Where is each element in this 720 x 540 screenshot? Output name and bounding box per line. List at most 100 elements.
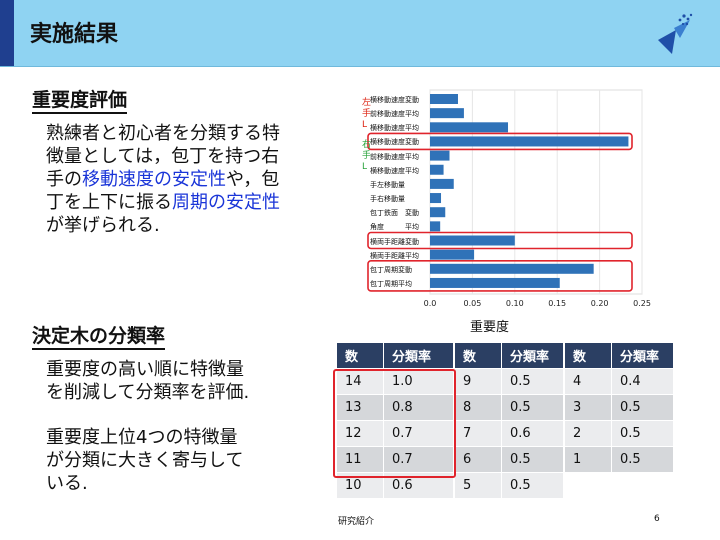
importance-bar xyxy=(430,108,464,119)
feature-count-cell: 8 xyxy=(454,394,502,421)
classification-rate-cell: 0.5 xyxy=(501,472,564,499)
rate-table-2: 数分類率 9 0.5 8 0.5 7 0.6 6 0.5 5 0.5 xyxy=(454,342,564,499)
header-accent-bar xyxy=(0,0,14,66)
tree-p2-line: が分類に大きく寄与して xyxy=(46,450,244,471)
x-tick-label: 0.10 xyxy=(505,299,524,308)
feature-count-cell: 9 xyxy=(454,368,502,395)
group-marker-char: 手 xyxy=(362,109,372,119)
importance-paragraph: 熟練者と初心者を分類する特徴量としては，包丁を持つ右手の移動速度の安定性や，包丁… xyxy=(46,122,296,237)
classification-rate-cell: 0.5 xyxy=(611,420,674,447)
table-row: 1 0.5 xyxy=(564,446,674,473)
count-header: 数 xyxy=(336,342,384,369)
chart-svg xyxy=(367,89,643,295)
table-row: 7 0.6 xyxy=(454,420,564,447)
group-marker-char: 左 xyxy=(362,98,372,108)
classification-rate-cell: 0.6 xyxy=(501,420,564,447)
bar-category-label: 包丁周期変動 xyxy=(370,265,412,274)
bar-category-label: 前移動速度平均 xyxy=(370,152,419,161)
feature-count-cell: 5 xyxy=(454,472,502,499)
x-tick-label: 0.0 xyxy=(423,299,437,308)
tree-title: 決定木の分類率 xyxy=(32,326,166,350)
highlighted-phrase: の安定性 xyxy=(208,192,280,213)
bar-category-label: 横移動速度変動 xyxy=(370,138,419,147)
classification-rate-cell: 0.4 xyxy=(611,368,674,395)
classification-rate-cell: 0.5 xyxy=(501,368,564,395)
feature-importance-chart: 横移動速度変動 前移動速度平均 横移動速度平均 横移動速度変動 前移動速度平均 横移動速度… xyxy=(360,82,660,317)
plot-area xyxy=(429,89,643,295)
tree-p2-line: 重要度上位4つの特徴量 xyxy=(46,427,238,448)
table-row: 4 0.4 xyxy=(564,368,674,395)
count-header: 数 xyxy=(564,342,612,369)
feature-count-cell: 13 xyxy=(336,394,384,421)
importance-bar xyxy=(430,136,629,147)
classification-rate-cell: 0.5 xyxy=(611,446,674,473)
feature-count-cell: 3 xyxy=(564,394,612,421)
table-row: 14 1.0 xyxy=(336,368,454,395)
paragraph-text: や，包丁を上下に振る xyxy=(46,169,280,213)
paragraph-text: つ右手の xyxy=(46,146,280,190)
classification-rate-cell: 0.7 xyxy=(383,446,454,473)
x-tick-label: 0.15 xyxy=(548,299,567,308)
feature-highlight-box xyxy=(367,231,633,250)
x-tick-label: 0.05 xyxy=(463,299,482,308)
classification-rate-cell: 0.7 xyxy=(383,420,454,447)
chart-x-axis-title: 重要度 xyxy=(470,320,510,335)
bar-category-label: 横移動速度変動 xyxy=(370,96,419,104)
slide-header: 実施結果 xyxy=(0,0,720,67)
page-number: 6 xyxy=(654,514,660,524)
tree-paragraph-1: 重要度の高い順に特徴量 を削減して分類率を評価. xyxy=(46,358,249,404)
rate-table-3: 数分類率 4 0.4 3 0.5 2 0.5 1 0.5 xyxy=(564,342,674,473)
importance-title: 重要度評価 xyxy=(32,90,128,114)
slide-title: 実施結果 xyxy=(30,22,119,47)
rate-header: 分類率 xyxy=(611,342,674,369)
table-row: 6 0.5 xyxy=(454,446,564,473)
importance-bar xyxy=(430,221,441,232)
footer-label: 研究紹介 xyxy=(338,517,375,527)
bar-category-label: 手左移動量 xyxy=(370,180,405,189)
table-row: 12 0.7 xyxy=(336,420,454,447)
table-header-row: 数分類率 xyxy=(336,342,454,369)
tree-p1-line: 重要度の高い順に特徴量 xyxy=(46,359,244,380)
rate-header: 分類率 xyxy=(383,342,454,369)
classification-rate-cell: 0.8 xyxy=(383,394,454,421)
feature-count-cell: 6 xyxy=(454,446,502,473)
importance-bar xyxy=(430,150,450,161)
feature-count-cell: 1 xyxy=(564,446,612,473)
feature-highlight-box xyxy=(367,260,633,292)
rate-header: 分類率 xyxy=(501,342,564,369)
classification-rate-cell: 1.0 xyxy=(383,368,454,395)
tree-p2-line: いる. xyxy=(46,473,88,494)
bar-category-label: 横移動速度平均 xyxy=(370,166,419,175)
classification-rate-cell: 0.5 xyxy=(501,446,564,473)
bar-category-label: 横両手距離平均 xyxy=(370,251,419,260)
bar-category-label: 前移動速度平均 xyxy=(370,110,419,119)
classification-rate-cell: 0.5 xyxy=(611,394,674,421)
table-row: 8 0.5 xyxy=(454,394,564,421)
rate-table-1: 数分類率 14 1.0 13 0.8 12 0.7 11 0.7 10 0.6 xyxy=(336,342,454,499)
importance-bar xyxy=(430,235,515,246)
importance-bar xyxy=(430,207,446,218)
top-four-highlight-box xyxy=(333,369,456,478)
bar-category-label: 包丁周期平均 xyxy=(370,279,412,288)
tree-p1-line: を削減して分類率を評価. xyxy=(46,382,250,403)
table-row: 2 0.5 xyxy=(564,420,674,447)
importance-bar xyxy=(430,94,458,104)
bar-category-label: 手右移動量 xyxy=(370,195,405,204)
importance-bar xyxy=(430,122,509,133)
feature-count-cell: 14 xyxy=(336,368,384,395)
paragraph-text: 熟練者と初心者を分類する xyxy=(46,123,262,144)
bar-category-label: 包丁鉄面 変動 xyxy=(370,209,419,218)
importance-bar xyxy=(430,178,454,189)
table-header-row: 数分類率 xyxy=(454,342,564,369)
highlighted-phrase: 周期 xyxy=(172,192,208,213)
importance-bar xyxy=(430,193,442,204)
importance-bar xyxy=(430,263,594,274)
tree-paragraph-2: 重要度上位4つの特徴量 が分類に大きく寄与して いる. xyxy=(46,426,243,495)
importance-bar xyxy=(430,164,444,175)
importance-bar xyxy=(430,249,475,260)
group-marker-char: 右 xyxy=(362,140,372,150)
feature-count-cell: 7 xyxy=(454,420,502,447)
table-row: 3 0.5 xyxy=(564,394,674,421)
feature-count-cell: 11 xyxy=(336,446,384,473)
